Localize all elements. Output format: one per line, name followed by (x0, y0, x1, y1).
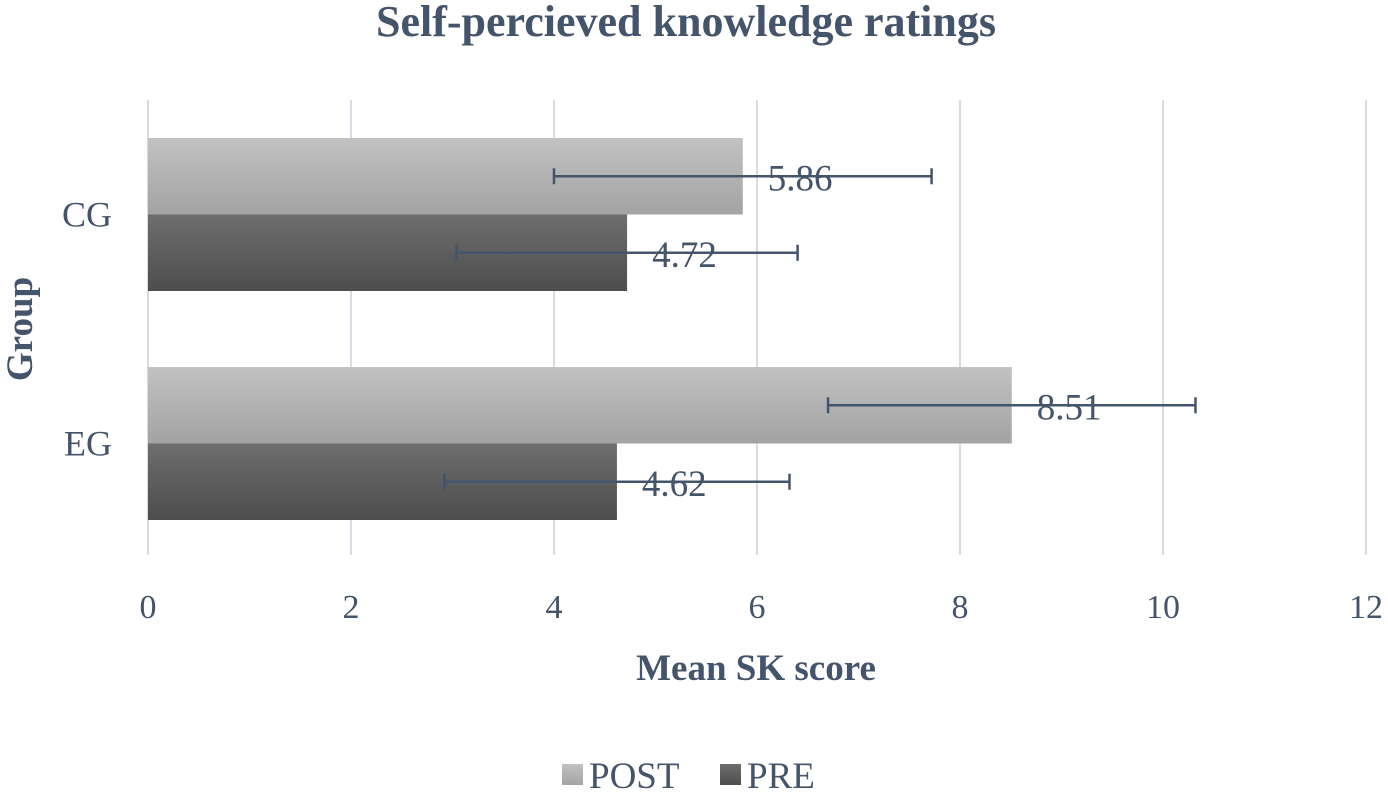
x-tick-label: 6 (749, 589, 766, 626)
y-axis-title: Group (0, 277, 41, 381)
legend-item-pre: PRE (720, 756, 815, 795)
legend-swatch (720, 764, 741, 785)
data-label: 5.86 (768, 158, 833, 199)
legend-label: PRE (747, 756, 815, 795)
legend-item-post: POST (562, 756, 679, 795)
y-category-labels: CG EG (62, 195, 112, 464)
legend: POST PRE (562, 756, 815, 795)
x-axis-title: Mean SK score (636, 648, 876, 689)
legend-swatch (562, 764, 583, 785)
x-tick-label: 0 (140, 589, 157, 626)
error-bar (455, 244, 799, 261)
x-tick-label: 2 (343, 589, 360, 626)
x-tick-label: 8 (952, 589, 969, 626)
error-bar (552, 168, 933, 185)
error-bars (443, 168, 1197, 490)
data-labels: 5.86 4.72 8.51 4.62 (642, 158, 1102, 505)
chart-title: Self-percieved knowledge ratings (376, 0, 996, 46)
data-label: 8.51 (1037, 387, 1102, 428)
bars (148, 138, 1012, 520)
data-label: 4.72 (652, 235, 717, 276)
legend-label: POST (589, 756, 679, 795)
x-tick-label: 4 (546, 589, 563, 626)
x-tick-labels: 0 2 4 6 8 10 12 (140, 589, 1384, 626)
error-bar (443, 473, 791, 490)
x-tick-label: 10 (1146, 589, 1180, 626)
error-bar (826, 397, 1197, 414)
x-tick-label: 12 (1349, 589, 1383, 626)
data-label: 4.62 (642, 464, 707, 505)
category-label: EG (64, 424, 112, 464)
category-label: CG (62, 195, 112, 235)
